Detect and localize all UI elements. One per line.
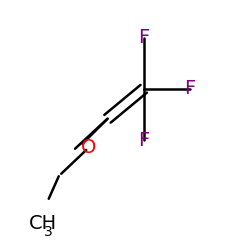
Text: F: F bbox=[184, 79, 196, 98]
Text: F: F bbox=[138, 28, 149, 47]
Text: F: F bbox=[138, 130, 149, 150]
Text: O: O bbox=[81, 138, 96, 157]
Text: 3: 3 bbox=[44, 225, 52, 239]
Text: CH: CH bbox=[29, 214, 57, 233]
